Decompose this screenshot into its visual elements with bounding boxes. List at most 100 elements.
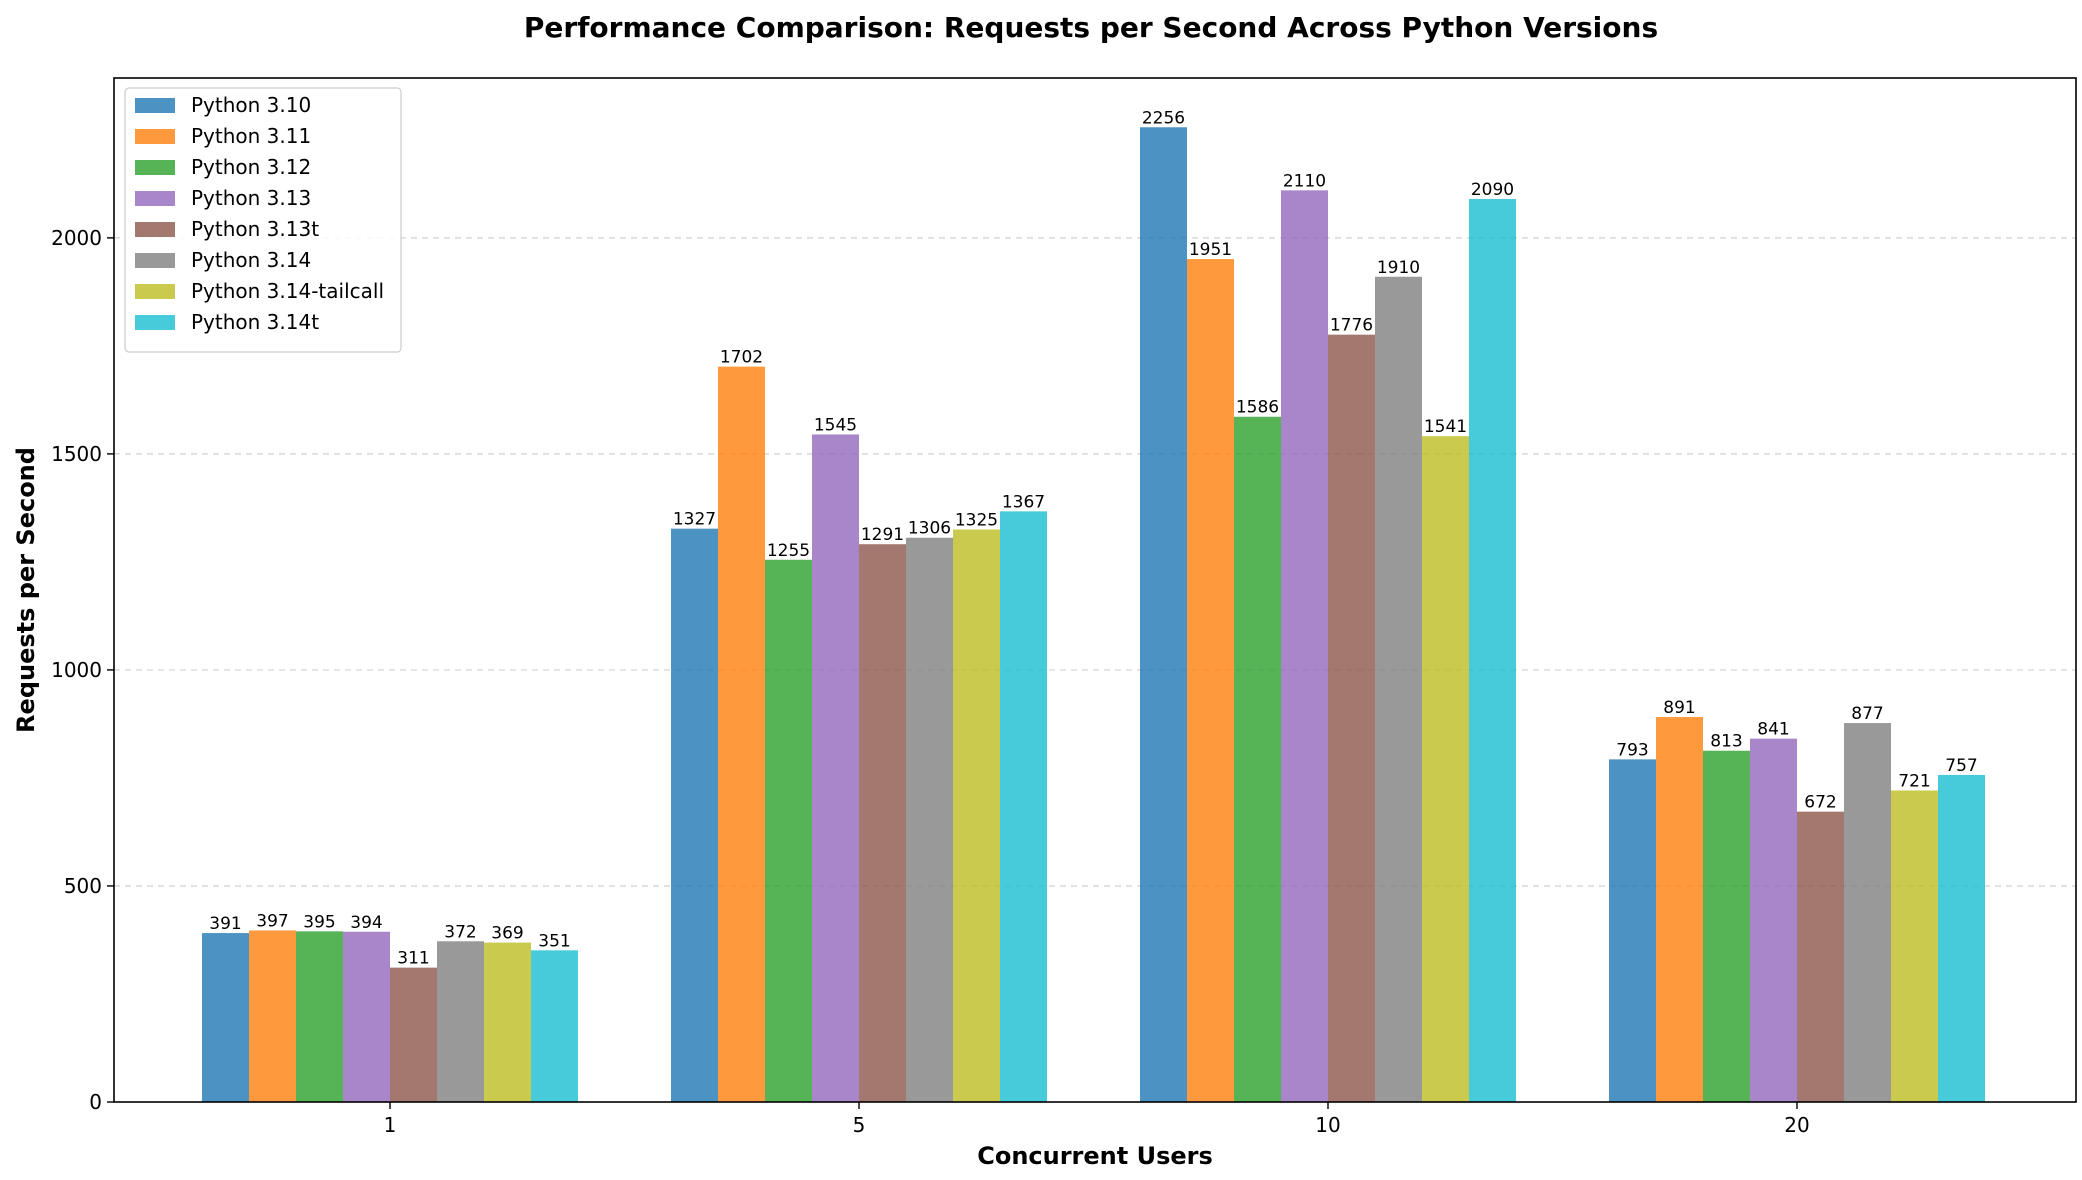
x-tick-label: 20	[1784, 1113, 1809, 1137]
bar-value-label: 721	[1898, 771, 1930, 791]
bar	[765, 559, 812, 1102]
bar-value-label: 351	[538, 931, 570, 951]
bar	[953, 529, 1000, 1102]
bar-value-label: 395	[303, 912, 335, 932]
bar	[812, 434, 859, 1102]
bar	[1938, 774, 1985, 1102]
bar	[671, 528, 718, 1102]
legend-label: Python 3.14	[191, 248, 311, 272]
bar	[906, 537, 953, 1102]
bar-value-label: 1951	[1189, 240, 1232, 260]
legend-label: Python 3.10	[191, 93, 311, 117]
x-tick-label: 10	[1315, 1113, 1340, 1137]
bar-value-label: 369	[491, 924, 523, 944]
legend-swatch	[135, 191, 175, 206]
bar-value-label: 1255	[767, 541, 810, 561]
legend-label: Python 3.14t	[191, 310, 319, 334]
bar-value-label: 1325	[955, 511, 998, 531]
bar	[249, 930, 296, 1102]
grid-layer	[114, 237, 2076, 887]
y-tick-label: 2000	[51, 226, 102, 250]
bar-value-label: 311	[397, 949, 429, 969]
y-tick-label: 0	[89, 1090, 102, 1114]
bar	[1422, 436, 1469, 1102]
bar-value-label: 1910	[1377, 258, 1420, 278]
bars-layer	[202, 127, 1985, 1103]
bar-value-label: 1327	[673, 510, 716, 530]
bar-value-label: 1367	[1002, 492, 1045, 512]
y-tick-label: 1500	[51, 442, 102, 466]
legend-label: Python 3.13	[191, 186, 311, 210]
bar-value-label: 372	[444, 922, 476, 942]
legend-label: Python 3.13t	[191, 217, 319, 241]
bar	[1609, 759, 1656, 1102]
bar-value-label: 1291	[861, 525, 904, 545]
bar-value-label: 793	[1616, 740, 1648, 760]
y-tick-label: 1000	[51, 658, 102, 682]
bar	[484, 942, 531, 1102]
plot-frame	[113, 77, 2077, 1103]
bar-value-label: 672	[1804, 793, 1836, 813]
legend-swatch	[135, 160, 175, 175]
bar	[718, 366, 765, 1102]
bar	[1750, 738, 1797, 1102]
x-tick-label: 1	[384, 1113, 397, 1137]
bar-value-label: 2090	[1471, 180, 1514, 200]
bar-value-label: 1306	[908, 519, 951, 539]
bar	[531, 950, 578, 1102]
bar-value-label: 1545	[814, 415, 857, 435]
legend-label: Python 3.11	[191, 124, 311, 148]
legend-box	[124, 87, 402, 353]
bar-value-label: 394	[350, 913, 382, 933]
bar-value-label: 2256	[1142, 108, 1185, 128]
bar-value-label: 813	[1710, 732, 1742, 752]
bar	[1140, 127, 1187, 1103]
bar	[1000, 511, 1047, 1102]
bar	[1328, 334, 1375, 1103]
bar	[1844, 723, 1891, 1102]
axis-layer: 0 500 1000 1500 2000 1 5 10 20	[51, 226, 1810, 1137]
legend-swatch	[135, 222, 175, 237]
bar-value-label: 1541	[1424, 417, 1467, 437]
legend-swatch	[135, 129, 175, 144]
labels-layer: 391 1327 2256 793 397 1702 1951 891 395 1255 1586 8…	[209, 108, 1977, 968]
bar	[202, 933, 249, 1102]
y-tick-label: 500	[64, 874, 102, 898]
bar	[859, 544, 906, 1102]
bar-value-label: 877	[1851, 704, 1883, 724]
bar-value-label: 1586	[1236, 398, 1279, 418]
bar-value-label: 1776	[1330, 316, 1373, 336]
x-axis-title: Concurrent Users	[977, 1142, 1213, 1170]
y-axis-title: Requests per Second	[12, 447, 40, 733]
bar	[437, 941, 484, 1102]
bar-value-label: 391	[209, 914, 241, 934]
x-tick-label: 5	[853, 1113, 866, 1137]
bar	[296, 931, 343, 1102]
bar	[343, 931, 390, 1102]
bar-value-label: 841	[1757, 720, 1789, 740]
bar	[1469, 198, 1516, 1103]
legend-label: Python 3.12	[191, 155, 311, 179]
bar-value-label: 757	[1945, 756, 1977, 776]
bar	[1891, 790, 1938, 1102]
bar	[390, 967, 437, 1102]
legend-swatch	[135, 98, 175, 113]
legend: Python 3.10 Python 3.11 Python 3.12 Python …	[124, 87, 402, 353]
bar	[1703, 750, 1750, 1102]
bar	[1281, 190, 1328, 1103]
bar	[1797, 811, 1844, 1102]
legend-label: Python 3.14-tailcall	[191, 279, 384, 303]
bar-value-label: 397	[256, 911, 288, 931]
bar	[1187, 259, 1234, 1103]
bar	[1234, 416, 1281, 1102]
legend-swatch	[135, 284, 175, 299]
bar-value-label: 891	[1663, 698, 1695, 718]
legend-swatch	[135, 253, 175, 268]
legend-swatch	[135, 315, 175, 330]
bar	[1375, 276, 1422, 1102]
bar	[1656, 717, 1703, 1102]
bar-value-label: 2110	[1283, 171, 1326, 191]
bar-value-label: 1702	[720, 348, 763, 368]
